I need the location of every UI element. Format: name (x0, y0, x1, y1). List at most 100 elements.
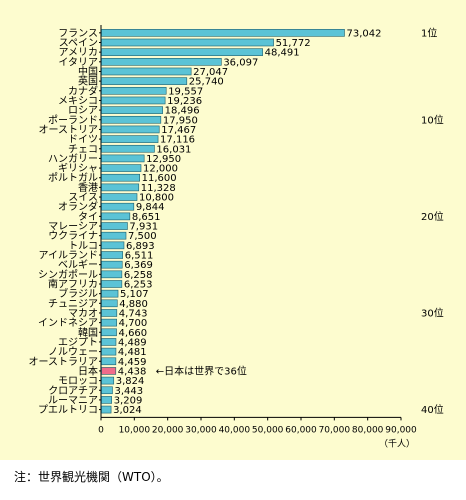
rank-marker: 20位 (421, 210, 444, 223)
value-label: 4,700 (119, 318, 148, 329)
bar (101, 386, 113, 395)
category-label: チェコ (68, 143, 98, 155)
x-tick-label: 60,000 (285, 425, 317, 435)
rank-marker: 40位 (421, 403, 444, 416)
bar (101, 270, 123, 279)
bar-chart: フランス 73,042 スペイン 51,772 アメリカ 48,491 イタリア 36,097… (29, 25, 444, 449)
value-label: 3,443 (114, 386, 143, 397)
bar (101, 299, 118, 308)
category-label: ノルウェー (48, 346, 98, 358)
value-label: 4,459 (118, 357, 147, 368)
bar (101, 318, 117, 327)
category-label: シンガポール (38, 269, 98, 281)
category-label: オランダ (58, 200, 98, 213)
value-label: 6,369 (124, 260, 153, 271)
bar (101, 280, 123, 288)
bar (101, 338, 117, 346)
bar (101, 164, 142, 172)
category-label: ウクライナ (48, 230, 98, 242)
value-label: 11,328 (141, 183, 176, 194)
bar (101, 260, 123, 269)
category-label: ルーマニア (48, 395, 98, 406)
category-label: メキシコ (58, 96, 98, 107)
category-label: タイ (78, 211, 98, 223)
value-label: 19,557 (168, 86, 203, 97)
category-label: スペイン (59, 38, 98, 49)
unit-label: （千人） (379, 438, 415, 449)
value-label: 17,116 (160, 135, 195, 146)
value-label: 4,438 (118, 366, 147, 377)
category-label: ドイツ (68, 135, 98, 146)
category-label: 韓国 (78, 327, 98, 339)
value-label: 7,500 (128, 231, 157, 242)
category-label: カナダ (68, 84, 98, 97)
bar (101, 231, 127, 240)
bar (101, 396, 112, 404)
value-label: 9,844 (136, 202, 165, 213)
bar (101, 241, 125, 250)
value-label: 12,950 (146, 154, 181, 165)
bar (101, 289, 119, 298)
rank-marker: 1位 (421, 26, 437, 39)
bar (101, 222, 128, 230)
category-label: ベルギー (58, 259, 98, 271)
category-label: マカオ (68, 307, 98, 319)
bar (101, 405, 112, 414)
value-label: 25,740 (189, 77, 224, 88)
bar (101, 29, 345, 37)
value-label: 6,253 (124, 279, 153, 290)
value-label: 10,800 (139, 193, 174, 204)
bar (101, 251, 124, 259)
x-tick-label: 30,000 (185, 425, 217, 435)
value-label: 4,481 (118, 347, 147, 358)
category-label: トルコ (68, 241, 98, 252)
category-label: ロシア (68, 106, 98, 117)
value-label: 8,651 (132, 212, 161, 223)
value-label: 6,893 (126, 241, 155, 252)
value-label: 6,511 (125, 251, 154, 262)
bar (101, 96, 166, 105)
bar (101, 135, 159, 143)
bar (101, 106, 163, 114)
bar (101, 144, 155, 153)
bar (101, 154, 145, 163)
x-tick-label: 40,000 (219, 425, 251, 435)
value-label: 3,824 (116, 376, 145, 387)
category-label: ギリシャ (58, 163, 98, 175)
bar (101, 212, 131, 221)
bar (101, 309, 118, 317)
category-label: チュニジア (48, 298, 98, 310)
value-label: 17,950 (163, 115, 198, 126)
value-label: 27,047 (193, 67, 228, 78)
category-label: 英国 (78, 75, 98, 88)
value-label: 17,467 (161, 125, 196, 136)
category-label: 南アフリカ (48, 277, 98, 290)
bar (101, 115, 162, 124)
category-label: ポルトガル (48, 172, 98, 184)
value-label: 4,660 (119, 328, 148, 339)
bar (101, 328, 117, 337)
category-label: オーストラリア (29, 356, 99, 368)
category-label: プエルトリコ (38, 404, 98, 416)
value-label: 16,031 (156, 144, 191, 155)
category-label: イタリア (58, 56, 98, 68)
category-label: インドネシア (38, 317, 98, 329)
value-label: 18,496 (165, 106, 200, 117)
x-tick-label: 50,000 (252, 425, 284, 435)
value-label: 6,258 (124, 270, 153, 281)
value-label: 7,931 (129, 222, 158, 233)
value-label: 5,107 (120, 289, 149, 300)
value-label: 11,600 (142, 173, 177, 184)
category-label: アメリカ (59, 47, 99, 59)
category-label: 香港 (78, 182, 98, 194)
value-label: 48,491 (265, 48, 300, 59)
value-label: 4,489 (118, 337, 147, 348)
value-label: 3,209 (114, 395, 143, 406)
bar (101, 173, 140, 182)
category-label: アイルランド (39, 250, 99, 262)
rank-marker: 10位 (421, 113, 444, 126)
value-label: 36,097 (223, 57, 258, 68)
x-tick-label: 10,000 (119, 425, 151, 435)
category-label: ハンガリー (48, 153, 98, 165)
value-label: 3,024 (113, 405, 142, 416)
